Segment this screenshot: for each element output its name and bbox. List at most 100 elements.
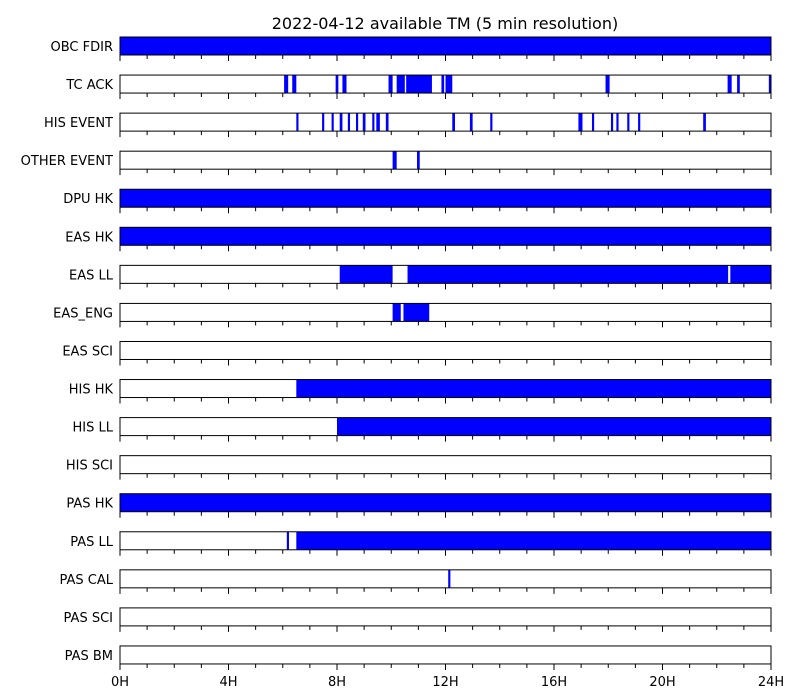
availability-bar (737, 75, 740, 94)
availability-bar (362, 113, 366, 132)
availability-bar (355, 113, 359, 132)
row-frame (119, 112, 772, 132)
row-frame (119, 645, 772, 665)
availability-bar (591, 113, 595, 132)
row-label: EAS SCI (62, 344, 113, 359)
availability-bar (469, 113, 473, 132)
timeline-row: OBC FDIR (51, 36, 772, 61)
x-tick-label: 24H (758, 675, 784, 690)
availability-bar (342, 75, 347, 94)
row-frame (119, 607, 772, 627)
availability-bar (322, 113, 325, 132)
availability-bar (339, 113, 343, 132)
availability-bar (296, 531, 771, 550)
row-frame (119, 150, 772, 170)
x-axis-tick-labels: 0H 4H 8H 12H 16H 20H 24H (111, 675, 784, 690)
availability-bar (331, 113, 334, 132)
timeline-row: DPU HK (63, 188, 772, 214)
availability-bar (605, 75, 610, 94)
row-label: HIS EVENT (44, 116, 113, 131)
timeline-row: PAS HK (66, 493, 772, 518)
timeline-row: PAS BM (65, 645, 772, 670)
row-label: HIS HK (69, 383, 114, 398)
row-frame (119, 455, 772, 475)
availability-bar (372, 113, 375, 132)
row-label: HIS SCI (66, 459, 113, 474)
timeline-row: PAS SCI (64, 607, 772, 632)
availability-bar (452, 113, 455, 132)
availability-bar (120, 493, 771, 512)
availability-bar (339, 265, 393, 284)
row-label: EAS_ENG (53, 306, 113, 321)
availability-bar (407, 265, 729, 284)
x-tick-label: 4H (219, 675, 237, 690)
row-label: OBC FDIR (51, 40, 114, 55)
row-label: EAS HK (65, 230, 113, 245)
availability-bar (627, 113, 630, 132)
availability-bar (292, 75, 297, 94)
row-frame (119, 302, 772, 322)
availability-bar (578, 113, 583, 132)
availability-bar (385, 113, 389, 132)
row-label: PAS SCI (64, 611, 113, 626)
availability-bar (610, 113, 614, 132)
availability-bar (445, 75, 453, 94)
availability-bar (396, 75, 405, 94)
availability-bar (337, 417, 771, 436)
availability-bar (392, 303, 401, 322)
availability-bar (392, 151, 397, 170)
row-label: PAS HK (66, 497, 113, 512)
x-tick-label: 16H (541, 675, 567, 690)
availability-bar (376, 113, 380, 132)
availability-bar (768, 75, 771, 94)
availability-bar (727, 75, 732, 94)
availability-bar (441, 75, 445, 94)
availability-bar (335, 75, 339, 94)
row-label: PAS BM (65, 649, 113, 664)
availability-bar (406, 75, 432, 94)
availability-bar (703, 113, 706, 132)
availability-bar (616, 113, 619, 132)
x-tick-label: 12H (432, 675, 458, 690)
availability-bar (403, 303, 430, 322)
timeline-row: TC ACK (65, 74, 772, 100)
row-label: PAS LL (70, 535, 114, 550)
availability-bar (296, 113, 299, 132)
availability-bar (490, 113, 493, 132)
availability-bar (448, 569, 451, 588)
timeline-row: HIS HK (69, 379, 772, 404)
row-label: TC ACK (65, 78, 113, 93)
timeline-row: PAS CAL (60, 569, 772, 594)
timeline-row: EAS SCI (62, 340, 772, 366)
availability-bar (638, 113, 641, 132)
timeline-row: EAS HK (65, 226, 772, 252)
availability-bar (120, 37, 771, 55)
timeline-row: PAS LL (70, 531, 772, 556)
timeline-row: HIS EVENT (44, 112, 772, 138)
timeline-row: OTHER EVENT (21, 150, 772, 176)
row-frame (119, 340, 772, 360)
availability-bar (296, 379, 771, 398)
row-label: DPU HK (63, 192, 113, 207)
timeline-row: HIS LL (73, 417, 772, 442)
chart-title: 2022-04-12 available TM (5 min resolutio… (272, 14, 618, 33)
availability-bar (388, 75, 393, 94)
availability-bar (286, 531, 289, 550)
availability-bar (730, 265, 771, 284)
availability-bar (417, 151, 420, 170)
row-label: PAS CAL (60, 573, 114, 588)
row-label: HIS LL (73, 421, 114, 436)
availability-bar (120, 227, 771, 246)
availability-bar (120, 189, 771, 208)
timeline-row: EAS LL (69, 264, 772, 290)
x-tick-label: 8H (328, 675, 346, 690)
timeline-rows: OBC FDIR TC ACK HIS EVENT OTHER EVENT DPU HK… (21, 36, 772, 670)
timeline-row: HIS SCI (66, 455, 772, 480)
x-tick-label: 20H (649, 675, 675, 690)
row-label: OTHER EVENT (21, 154, 113, 169)
availability-bar (284, 75, 289, 94)
timeline-row: EAS_ENG (53, 302, 772, 328)
row-label: EAS LL (69, 268, 114, 283)
x-tick-label: 0H (111, 675, 129, 690)
